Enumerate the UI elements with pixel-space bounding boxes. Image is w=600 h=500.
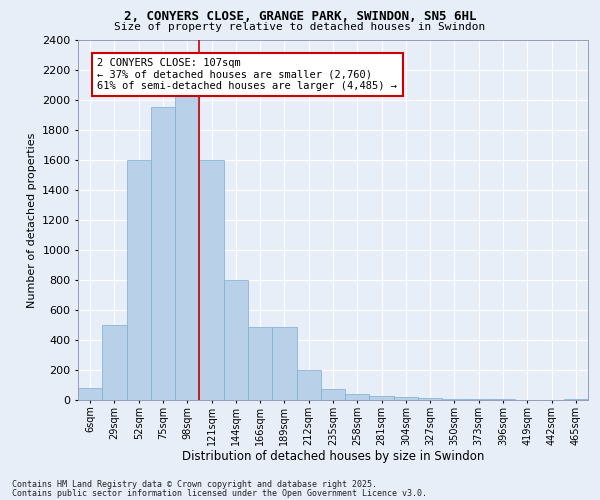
- Bar: [248, 326, 272, 400]
- X-axis label: Distribution of detached houses by size in Swindon: Distribution of detached houses by size …: [182, 450, 484, 464]
- Bar: [442, 398, 467, 400]
- Bar: [78, 388, 102, 400]
- Bar: [394, 397, 418, 400]
- Text: 2, CONYERS CLOSE, GRANGE PARK, SWINDON, SN5 6HL: 2, CONYERS CLOSE, GRANGE PARK, SWINDON, …: [124, 10, 476, 23]
- Bar: [151, 108, 175, 400]
- Text: Size of property relative to detached houses in Swindon: Size of property relative to detached ho…: [115, 22, 485, 32]
- Bar: [224, 280, 248, 400]
- Bar: [345, 394, 370, 400]
- Bar: [296, 370, 321, 400]
- Bar: [491, 399, 515, 400]
- Bar: [127, 160, 151, 400]
- Bar: [370, 396, 394, 400]
- Bar: [175, 92, 199, 400]
- Bar: [199, 160, 224, 400]
- Bar: [102, 325, 127, 400]
- Bar: [418, 398, 442, 400]
- Bar: [564, 399, 588, 400]
- Text: Contains HM Land Registry data © Crown copyright and database right 2025.: Contains HM Land Registry data © Crown c…: [12, 480, 377, 489]
- Y-axis label: Number of detached properties: Number of detached properties: [26, 132, 37, 308]
- Text: 2 CONYERS CLOSE: 107sqm
← 37% of detached houses are smaller (2,760)
61% of semi: 2 CONYERS CLOSE: 107sqm ← 37% of detache…: [97, 58, 397, 91]
- Bar: [272, 326, 296, 400]
- Text: Contains public sector information licensed under the Open Government Licence v3: Contains public sector information licen…: [12, 490, 427, 498]
- Bar: [467, 399, 491, 400]
- Bar: [321, 389, 345, 400]
